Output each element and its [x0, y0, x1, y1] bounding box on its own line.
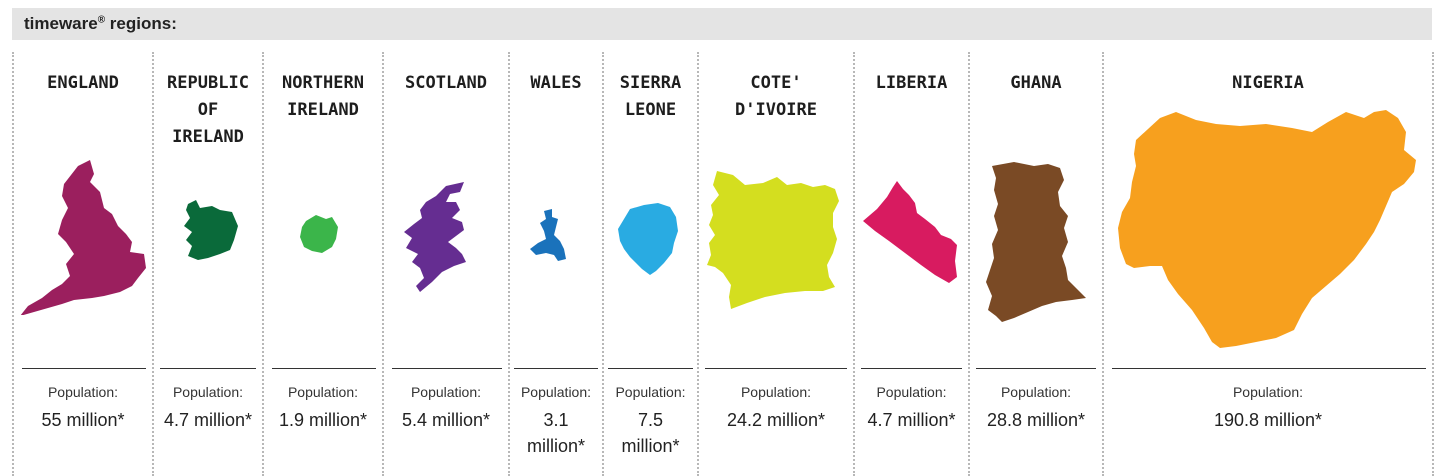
region-name: NIGERIA [1232, 73, 1304, 93]
population-value: 55 million* [41, 410, 125, 430]
population-label: Population: [615, 384, 686, 400]
region-name: SIERRA LEONE [619, 73, 682, 120]
region-column-republic-of-ireland: REPUBLIC OF IRELAND Population: 4.7 mill… [154, 52, 262, 476]
region-column-northern-ireland: NORTHERN IRELAND Population: 1.9 million… [264, 52, 382, 476]
divider-line [392, 368, 502, 369]
sierra-leone-shape [618, 203, 678, 275]
population-value: 4.7 million* [163, 410, 253, 430]
region-name: ENGLAND [47, 73, 119, 93]
column-separator [508, 52, 510, 476]
population-value: 1.9 million* [278, 410, 368, 430]
column-separator [152, 52, 154, 476]
region-column-cote-divoire: COTE' D'IVOIRE Population: 24.2 million* [699, 52, 853, 476]
population-value: 3.1 million* [526, 410, 586, 456]
population-label: Population: [520, 384, 592, 400]
region-name: LIBERIA [875, 73, 948, 93]
cote-divoire-shape [707, 171, 839, 309]
region-name: WALES [530, 73, 582, 93]
population-value: 24.2 million* [726, 410, 826, 430]
population-value: 190.8 million* [1213, 410, 1323, 430]
region-column-liberia: LIBERIA Population: 4.7 million* [855, 52, 968, 476]
population-label: Population: [47, 384, 119, 400]
region-column-england: ENGLAND Population: 55 million* [14, 52, 152, 476]
population-value: 7.5 million* [621, 410, 680, 456]
column-separator [602, 52, 604, 476]
region-name: GHANA [1010, 73, 1062, 93]
divider-line [514, 368, 598, 369]
column-separator [697, 52, 699, 476]
column-separator [1432, 52, 1434, 476]
header-title: timeware® regions: [24, 14, 177, 33]
region-column-ghana: GHANA Population: 28.8 million* [970, 52, 1102, 476]
region-name: REPUBLIC OF IRELAND [167, 73, 249, 147]
republic-of-ireland-map [184, 200, 238, 260]
divider-line [1112, 368, 1426, 369]
region-name: NORTHERN IRELAND [282, 73, 364, 120]
population-label: Population: [876, 384, 947, 400]
region-column-wales: WALES Population: 3.1 million* [510, 52, 602, 476]
registered-mark: ® [97, 14, 106, 26]
divider-line [22, 368, 146, 369]
column-separator [12, 52, 14, 476]
republic-of-ireland-shape [184, 200, 238, 260]
population-value: 4.7 million* [867, 410, 956, 430]
divider-line [160, 368, 256, 369]
england-map [20, 160, 146, 315]
divider-line [861, 368, 962, 369]
column-separator [968, 52, 970, 476]
liberia-shape [863, 181, 957, 283]
divider-line [976, 368, 1096, 369]
column-separator [1102, 52, 1104, 476]
region-name: SCOTLAND [405, 73, 487, 93]
scotland-shape [404, 182, 466, 292]
nigeria-shape [1118, 110, 1416, 348]
liberia-map [863, 181, 957, 283]
scotland-map [404, 182, 466, 292]
population-label: Population: [1232, 384, 1304, 400]
england-shape [20, 160, 146, 315]
population-label: Population: [287, 384, 359, 400]
population-label: Population: [172, 384, 244, 400]
population-label: Population: [410, 384, 482, 400]
northern-ireland-map [300, 215, 338, 253]
divider-line [608, 368, 693, 369]
sierra-leone-map [618, 203, 678, 275]
ghana-map [986, 162, 1086, 322]
region-column-scotland: SCOTLAND Population: 5.4 million* [384, 52, 508, 476]
wales-shape [530, 209, 566, 261]
column-separator [262, 52, 264, 476]
divider-line [705, 368, 847, 369]
header-bar: timeware® regions: [12, 8, 1432, 40]
population-label: Population: [740, 384, 812, 400]
wales-map [530, 209, 566, 261]
cote-divoire-map [707, 171, 839, 309]
column-separator [382, 52, 384, 476]
population-label: Population: [1000, 384, 1072, 400]
nigeria-map [1118, 110, 1416, 348]
region-column-nigeria: NIGERIA Population: 190.8 million* [1104, 52, 1432, 476]
region-column-sierra-leone: SIERRA LEONE Population: 7.5 million* [604, 52, 697, 476]
divider-line [272, 368, 376, 369]
northern-ireland-shape [300, 215, 338, 253]
region-name: COTE' D'IVOIRE [735, 73, 817, 120]
population-value: 5.4 million* [401, 410, 491, 430]
ghana-shape [986, 162, 1086, 322]
column-separator [853, 52, 855, 476]
population-value: 28.8 million* [986, 410, 1086, 430]
